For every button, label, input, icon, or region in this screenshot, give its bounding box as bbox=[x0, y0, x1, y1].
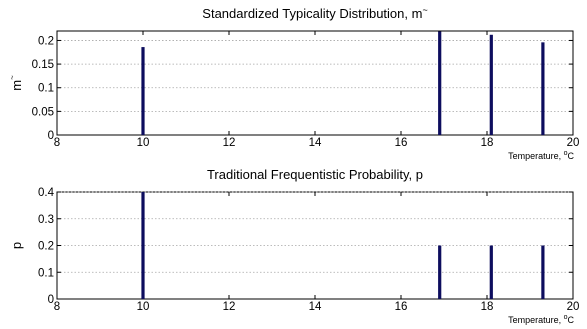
x-tick-label: 10 bbox=[137, 137, 150, 149]
chart-title-suffix: ~ bbox=[422, 5, 427, 15]
x-axis-label: Temperature, oC bbox=[508, 150, 574, 161]
y-tick-label: 0.2 bbox=[38, 35, 54, 47]
x-tick-label: 12 bbox=[223, 301, 236, 313]
y-tick-label: 0.4 bbox=[38, 187, 55, 199]
chart-title: Standardized Typicality Distribution, m~ bbox=[202, 5, 427, 21]
x-tick-label: 8 bbox=[54, 301, 60, 313]
x-tick-label: 18 bbox=[481, 137, 494, 149]
y-tick-label: 0 bbox=[48, 130, 54, 142]
x-axis-label: Temperature, oC bbox=[508, 314, 574, 325]
x-tick-label: 14 bbox=[309, 137, 322, 149]
plot-area bbox=[56, 30, 574, 136]
x-tick-label: 12 bbox=[223, 137, 236, 149]
x-tick-label: 16 bbox=[395, 137, 408, 149]
x-tick-label: 16 bbox=[395, 301, 408, 313]
x-tick-label: 14 bbox=[309, 301, 322, 313]
y-tick-label: 0.15 bbox=[32, 59, 54, 71]
y-tick-label: 0.1 bbox=[38, 83, 54, 95]
chart-panel-2: 0 0.1 0.2 0.3 0.4 8 10 12 14 16 18 20 Traditional Fr… bbox=[9, 167, 579, 325]
x-axis-label-degree: o bbox=[564, 150, 568, 157]
chart-panel-1: 0 0.05 0.1 0.15 0.2 8 10 12 14 16 18 20 Standardized… bbox=[8, 5, 579, 161]
x-axis-label-degree: o bbox=[564, 314, 568, 321]
y-tick-label: 0.1 bbox=[38, 267, 54, 279]
chart-title: Traditional Frequentistic Probability, p bbox=[207, 167, 423, 182]
y-tick-label: 0.2 bbox=[38, 241, 54, 253]
bar bbox=[541, 245, 545, 299]
x-axis-label-unit: C bbox=[568, 315, 575, 325]
bar bbox=[541, 42, 545, 135]
x-tick-label: 10 bbox=[137, 301, 150, 313]
bar bbox=[438, 31, 442, 136]
y-tick-label: 0 bbox=[48, 294, 54, 306]
x-tick-label: 18 bbox=[481, 301, 494, 313]
x-axis-label-unit: C bbox=[568, 151, 575, 161]
y-axis-label: p bbox=[9, 242, 24, 249]
x-tick-label: 20 bbox=[567, 301, 580, 313]
bar bbox=[489, 245, 493, 299]
x-tick-label: 8 bbox=[54, 137, 60, 149]
bar bbox=[141, 192, 145, 299]
bar bbox=[438, 245, 442, 299]
x-tick-label: 20 bbox=[567, 137, 580, 149]
y-axis-label: m~ bbox=[8, 75, 24, 91]
bar bbox=[489, 34, 493, 136]
y-axis-label-suffix: ~ bbox=[8, 75, 17, 80]
bar bbox=[141, 47, 145, 136]
y-tick-label: 0.3 bbox=[38, 214, 54, 226]
y-tick-label: 0.05 bbox=[32, 106, 54, 118]
